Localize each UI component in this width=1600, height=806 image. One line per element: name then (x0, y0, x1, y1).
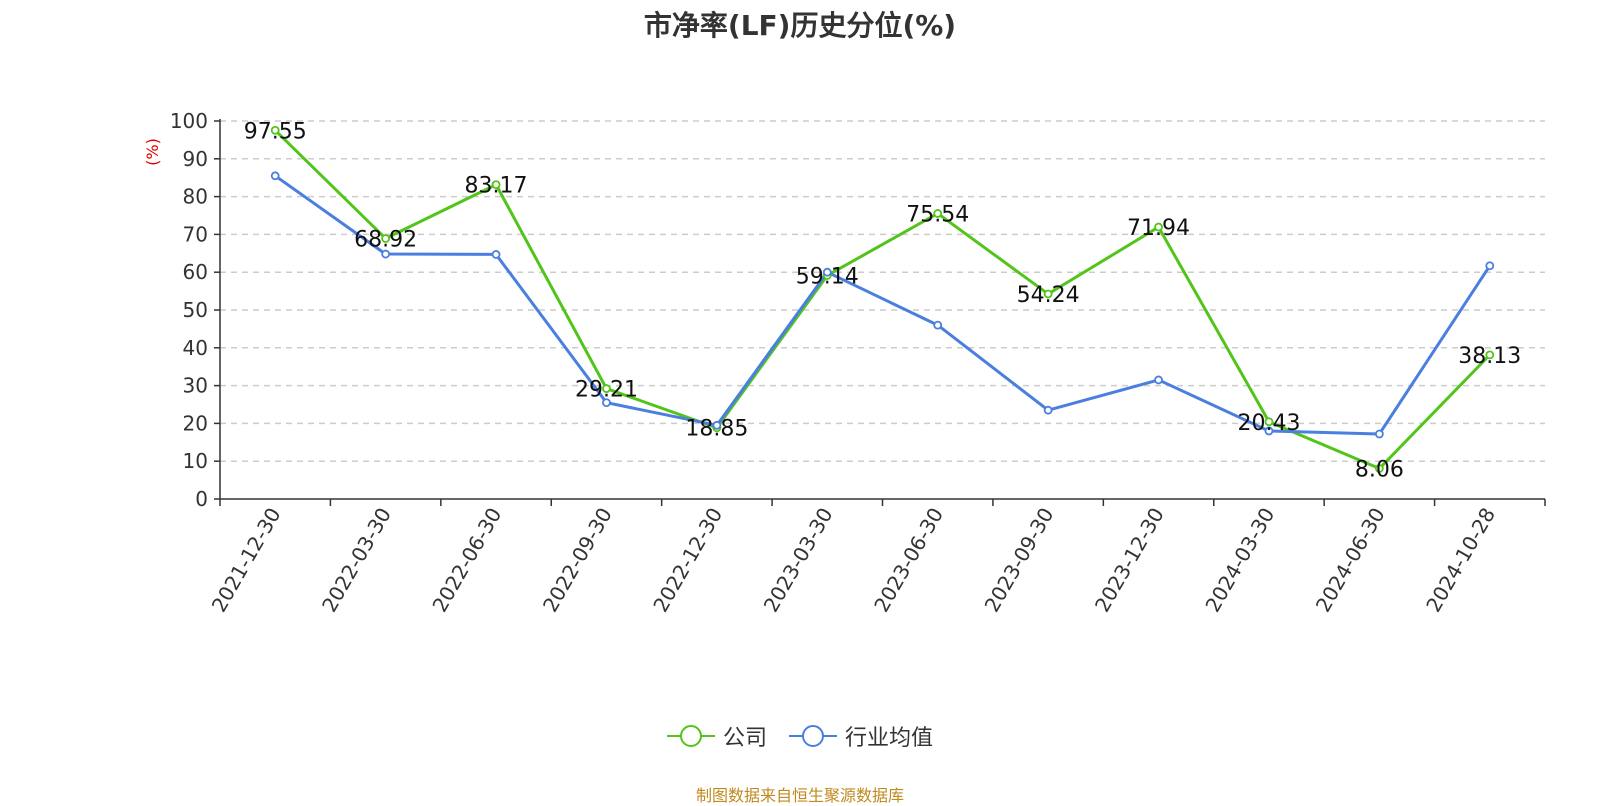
data-point-company (491, 180, 501, 190)
x-tick-label: 2022-12-30 (648, 504, 727, 617)
data-point-industry-average (933, 320, 943, 330)
legend-item-industry-average[interactable]: 行业均值 (789, 720, 933, 752)
data-source-note: 制图数据来自恒生聚源数据库 (695, 786, 904, 805)
x-tick-label: 2022-06-30 (427, 503, 506, 616)
data-label: 8.06 (1355, 458, 1404, 483)
data-point-company (933, 209, 943, 218)
data-point-industry-average (1485, 261, 1495, 271)
y-tick-label: 50 (183, 298, 208, 322)
data-labels: 97.55 68.92 83.17 29.21 18.85 59.14 75.54 54.24… (244, 119, 1522, 482)
data-point-industry-average (1374, 429, 1384, 439)
data-point-industry-average (381, 249, 391, 259)
x-tick-label: 2024-06-30 (1311, 504, 1390, 617)
data-label: 59.14 (796, 264, 859, 289)
data-label: 71.94 (1127, 216, 1190, 241)
y-tick-label: 40 (183, 336, 208, 360)
series-layer (270, 125, 1495, 473)
x-tick-label: 2024-03-30 (1200, 504, 1279, 617)
data-point-company (1154, 222, 1163, 232)
y-tick-label: 80 (183, 185, 208, 209)
axes: 0 10 20 30 40 50 60 70 80 90 100 2021-12-30 2022-03-… (170, 109, 1546, 617)
series-line-industry-average (274, 174, 1492, 436)
y-tick-label: 0 (195, 487, 208, 511)
data-point-industry-average (712, 420, 722, 430)
y-tick-label: 90 (183, 147, 208, 171)
data-point-industry-average (270, 171, 280, 181)
data-point-industry-average (602, 398, 611, 408)
legend-item-company[interactable]: 公司 (666, 720, 767, 752)
data-point-industry-average (822, 267, 832, 277)
x-tick-label: 2023-12-30 (1090, 504, 1169, 617)
data-point-company (1485, 350, 1495, 360)
data-label: 29.21 (575, 378, 638, 403)
legend: 公司 行业均值 (0, 720, 1600, 752)
legend-company-marker-icon (666, 724, 715, 748)
data-label: 18.85 (685, 417, 748, 442)
data-point-company (381, 234, 391, 243)
data-label: 54.24 (1017, 283, 1080, 308)
series-line-company (274, 129, 1491, 471)
y-axis-unit-label: (%) (143, 138, 162, 166)
legend-company-label: 公司 (722, 726, 767, 751)
data-point-industry-average (1264, 426, 1274, 436)
x-tick-label: 2023-06-30 (869, 503, 948, 616)
legend-industry-label: 行业均值 (845, 726, 934, 751)
y-tick-label: 70 (183, 222, 208, 246)
y-tick-label: 20 (183, 411, 208, 435)
data-point-company (1374, 464, 1384, 473)
y-tick-label: 30 (183, 374, 208, 398)
data-label: 38.13 (1458, 344, 1521, 369)
chart-title: 市净率(LF)历史分位(%) (643, 9, 957, 42)
legend-industry-marker-icon (789, 724, 837, 748)
data-point-industry-average (1043, 405, 1053, 415)
data-label: 75.54 (906, 202, 969, 227)
data-point-company (1264, 417, 1274, 427)
data-point-industry-average (1154, 375, 1163, 385)
grid-lines (220, 120, 1545, 462)
data-point-company (270, 125, 280, 135)
data-point-industry-average (491, 250, 501, 259)
data-point-company (1043, 289, 1053, 299)
data-label: 20.43 (1237, 411, 1300, 436)
x-tick-label: 2021-12-30 (207, 504, 286, 617)
x-tick-label: 2022-03-30 (317, 504, 396, 617)
y-tick-label: 100 (170, 109, 208, 133)
x-tick-label: 2024-10-28 (1421, 504, 1500, 617)
data-label: 97.55 (244, 119, 307, 144)
x-tick-label: 2023-03-30 (759, 504, 838, 617)
y-tick-label: 10 (183, 449, 208, 473)
x-tick-label: 2023-09-30 (980, 504, 1059, 617)
data-label: 83.17 (465, 174, 528, 199)
data-label: 68.92 (354, 227, 417, 252)
y-tick-label: 60 (183, 260, 208, 284)
x-tick-label: 2022-09-30 (538, 504, 617, 617)
data-point-company (602, 384, 611, 393)
